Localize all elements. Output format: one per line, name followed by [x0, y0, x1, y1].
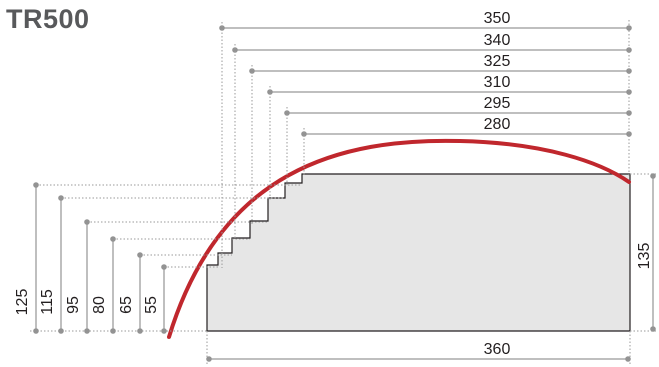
dim-label-135: 135: [636, 243, 653, 270]
dim-label-340: 340: [484, 32, 511, 49]
dim-label-360: 360: [484, 341, 511, 358]
dim-dot: [625, 356, 631, 362]
dim-label-310: 310: [484, 74, 511, 91]
dim-dot: [137, 252, 143, 258]
dim-dot: [626, 131, 632, 137]
dim-label-95: 95: [65, 296, 82, 314]
dim-dot: [626, 68, 632, 74]
dim-label-350: 350: [484, 10, 511, 27]
bottom-dimension: 360: [206, 331, 631, 365]
dim-label-280: 280: [484, 116, 511, 133]
dim-dot: [161, 328, 167, 334]
dim-dot: [161, 264, 167, 270]
dim-dot: [137, 328, 143, 334]
dim-label-325: 325: [484, 53, 511, 70]
dim-dot: [33, 182, 39, 188]
dim-dot: [249, 68, 255, 74]
dim-dot: [84, 219, 90, 225]
dim-dot: [58, 195, 64, 201]
dim-dot: [84, 328, 90, 334]
dim-dot: [650, 173, 656, 179]
right-dimension: 135: [630, 173, 658, 332]
clearance-arc: [167, 138, 631, 339]
top-extension-lines: [221, 20, 630, 268]
dim-label-115: 115: [39, 289, 56, 315]
dim-dot: [301, 131, 307, 137]
dim-label-55: 55: [143, 296, 160, 314]
dim-dot: [110, 328, 116, 334]
section-body: [206, 173, 631, 332]
dim-dot: [110, 236, 116, 242]
top-dimensions: 350 340 325 310 295 280: [219, 10, 632, 137]
model-title: TR500: [6, 4, 90, 34]
dim-dot: [626, 47, 632, 53]
dim-dot: [626, 110, 632, 116]
dim-dot: [650, 326, 656, 332]
dim-dot: [284, 110, 290, 116]
dim-dot: [206, 356, 212, 362]
dim-dot: [232, 47, 238, 53]
dim-dot: [33, 328, 39, 334]
dim-dot: [219, 25, 225, 31]
dim-label-125: 125: [14, 289, 31, 316]
left-dimensions: 125 115 95 80 65 55: [14, 182, 167, 334]
dim-dot: [267, 89, 273, 95]
dim-label-295: 295: [484, 95, 511, 112]
dim-dot: [58, 328, 64, 334]
dim-label-65: 65: [118, 296, 135, 314]
dim-dot: [626, 89, 632, 95]
dim-label-80: 80: [91, 296, 108, 314]
